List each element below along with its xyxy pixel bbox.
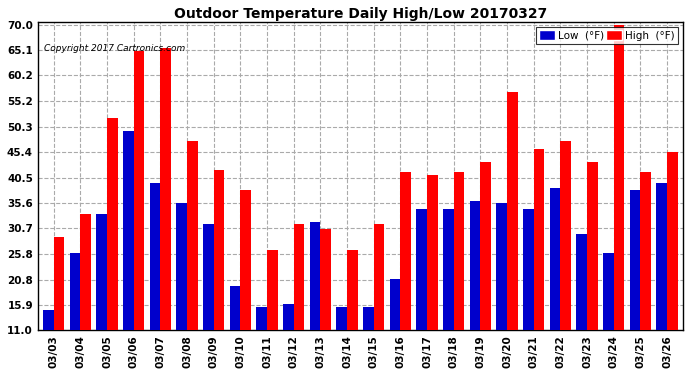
Bar	[107, 118, 118, 330]
Bar	[496, 203, 507, 330]
Bar	[550, 188, 560, 330]
Bar	[177, 203, 187, 330]
Title: Outdoor Temperature Daily High/Low 20170327: Outdoor Temperature Daily High/Low 20170…	[174, 7, 547, 21]
Bar	[240, 190, 251, 330]
Bar	[523, 209, 534, 330]
Bar	[97, 214, 107, 330]
Bar	[337, 307, 347, 330]
Bar	[507, 92, 518, 330]
Bar	[347, 250, 357, 330]
Bar	[123, 131, 134, 330]
Bar	[603, 253, 613, 330]
Bar	[187, 141, 198, 330]
Bar	[480, 162, 491, 330]
Bar	[203, 224, 214, 330]
Bar	[576, 234, 587, 330]
Bar	[667, 152, 678, 330]
Bar	[294, 224, 304, 330]
Bar	[427, 175, 437, 330]
Bar	[534, 149, 544, 330]
Bar	[81, 214, 91, 330]
Bar	[417, 209, 427, 330]
Legend: Low  (°F), High  (°F): Low (°F), High (°F)	[536, 27, 678, 44]
Bar	[587, 162, 598, 330]
Bar	[161, 48, 171, 330]
Bar	[150, 183, 161, 330]
Bar	[283, 304, 294, 330]
Bar	[70, 253, 81, 330]
Bar	[134, 51, 144, 330]
Bar	[656, 183, 667, 330]
Bar	[454, 172, 464, 330]
Bar	[214, 170, 224, 330]
Bar	[400, 172, 411, 330]
Bar	[390, 279, 400, 330]
Bar	[310, 222, 320, 330]
Bar	[54, 237, 64, 330]
Bar	[320, 229, 331, 330]
Bar	[630, 190, 640, 330]
Bar	[257, 307, 267, 330]
Bar	[613, 25, 624, 330]
Bar	[267, 250, 278, 330]
Bar	[363, 307, 374, 330]
Bar	[560, 141, 571, 330]
Bar	[640, 172, 651, 330]
Bar	[470, 201, 480, 330]
Bar	[374, 224, 384, 330]
Bar	[443, 209, 454, 330]
Bar	[230, 286, 240, 330]
Text: Copyright 2017 Cartronics.com: Copyright 2017 Cartronics.com	[44, 44, 186, 52]
Bar	[43, 310, 54, 330]
